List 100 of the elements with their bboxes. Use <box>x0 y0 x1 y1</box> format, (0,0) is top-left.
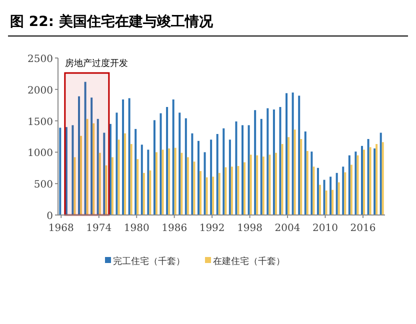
bar <box>248 125 250 215</box>
bar <box>155 152 158 215</box>
bar <box>105 165 108 215</box>
bar <box>86 118 88 215</box>
bar <box>199 171 202 215</box>
bar <box>300 139 302 215</box>
bar <box>210 140 212 215</box>
x-tick-label: 1992 <box>199 223 225 234</box>
bar <box>162 150 164 215</box>
bar <box>382 142 384 215</box>
y-tick-label: 2000 <box>28 85 53 96</box>
bar <box>80 136 82 215</box>
bar <box>216 134 218 215</box>
bar <box>272 109 275 215</box>
bar <box>316 168 319 215</box>
bar <box>344 172 346 215</box>
x-tick-label: 2016 <box>350 223 376 234</box>
bar <box>218 172 220 215</box>
bar <box>191 133 194 215</box>
bar <box>116 112 118 215</box>
bar <box>354 152 357 215</box>
bar <box>304 131 306 215</box>
bar <box>90 98 93 215</box>
bar <box>356 155 359 215</box>
bar <box>84 82 86 215</box>
x-tick-label: 1968 <box>48 223 74 234</box>
bar <box>348 155 350 215</box>
bar <box>174 148 176 215</box>
bar <box>96 118 99 215</box>
bar <box>230 166 233 215</box>
bar <box>286 93 288 215</box>
bar <box>166 106 168 215</box>
bar <box>147 150 150 215</box>
bar <box>134 128 137 215</box>
bar <box>292 92 294 215</box>
bar <box>376 144 378 215</box>
bar <box>262 156 264 215</box>
y-tick-label: 1500 <box>28 116 53 128</box>
bar <box>330 176 332 215</box>
bar <box>92 123 95 215</box>
bar <box>168 148 170 215</box>
bar <box>342 166 344 215</box>
bar <box>72 125 74 215</box>
bar <box>212 176 214 215</box>
x-tick-label: 1980 <box>124 223 150 234</box>
legend-label: 完工住宅（千套） <box>113 256 185 267</box>
bar <box>274 152 277 215</box>
bar <box>367 139 370 215</box>
bar <box>136 159 139 215</box>
bar <box>122 99 124 215</box>
y-tick-label: 0 <box>46 211 53 222</box>
bar <box>197 140 200 215</box>
bar <box>193 162 196 215</box>
bar <box>288 137 290 215</box>
bar <box>294 130 296 215</box>
bar <box>142 172 145 215</box>
bar <box>336 172 338 215</box>
bar <box>242 125 244 215</box>
bar <box>184 118 187 215</box>
bar <box>318 184 321 215</box>
bar <box>222 128 225 215</box>
chart-title: 图 22: 美国住宅在建与竣工情况 <box>10 13 214 30</box>
band-label: 房地产过度开发 <box>64 58 128 69</box>
bar <box>338 182 340 215</box>
bar <box>111 157 114 215</box>
bar <box>237 166 240 215</box>
y-tick-label: 2500 <box>28 54 53 65</box>
bar <box>228 140 231 215</box>
bar <box>103 132 106 215</box>
bar <box>266 108 269 215</box>
bar <box>362 150 365 215</box>
x-tick-label: 2010 <box>312 223 338 234</box>
bar <box>310 152 313 215</box>
bar <box>279 106 282 215</box>
bar <box>250 154 252 215</box>
bar <box>59 128 62 215</box>
bar <box>306 150 308 215</box>
bar <box>98 152 101 215</box>
bar <box>128 98 130 215</box>
bar <box>160 113 162 215</box>
bar <box>130 144 132 215</box>
bar <box>312 166 315 215</box>
x-tick-label: 1986 <box>162 223 188 234</box>
bar <box>268 154 271 215</box>
bar <box>350 164 352 215</box>
bar <box>153 120 156 215</box>
y-tick-label: 500 <box>34 180 53 191</box>
bar <box>78 96 80 215</box>
bar <box>149 170 152 215</box>
bar <box>235 121 238 215</box>
bar <box>369 147 372 215</box>
bar <box>65 127 68 215</box>
bar <box>256 155 258 215</box>
x-tick-label: 1998 <box>237 223 263 234</box>
bar <box>109 124 112 215</box>
bar <box>124 133 126 215</box>
legend-label: 在建住宅（千套） <box>213 256 285 267</box>
x-tick-label: 1974 <box>86 223 112 234</box>
bar <box>325 190 328 215</box>
bar <box>224 167 227 215</box>
